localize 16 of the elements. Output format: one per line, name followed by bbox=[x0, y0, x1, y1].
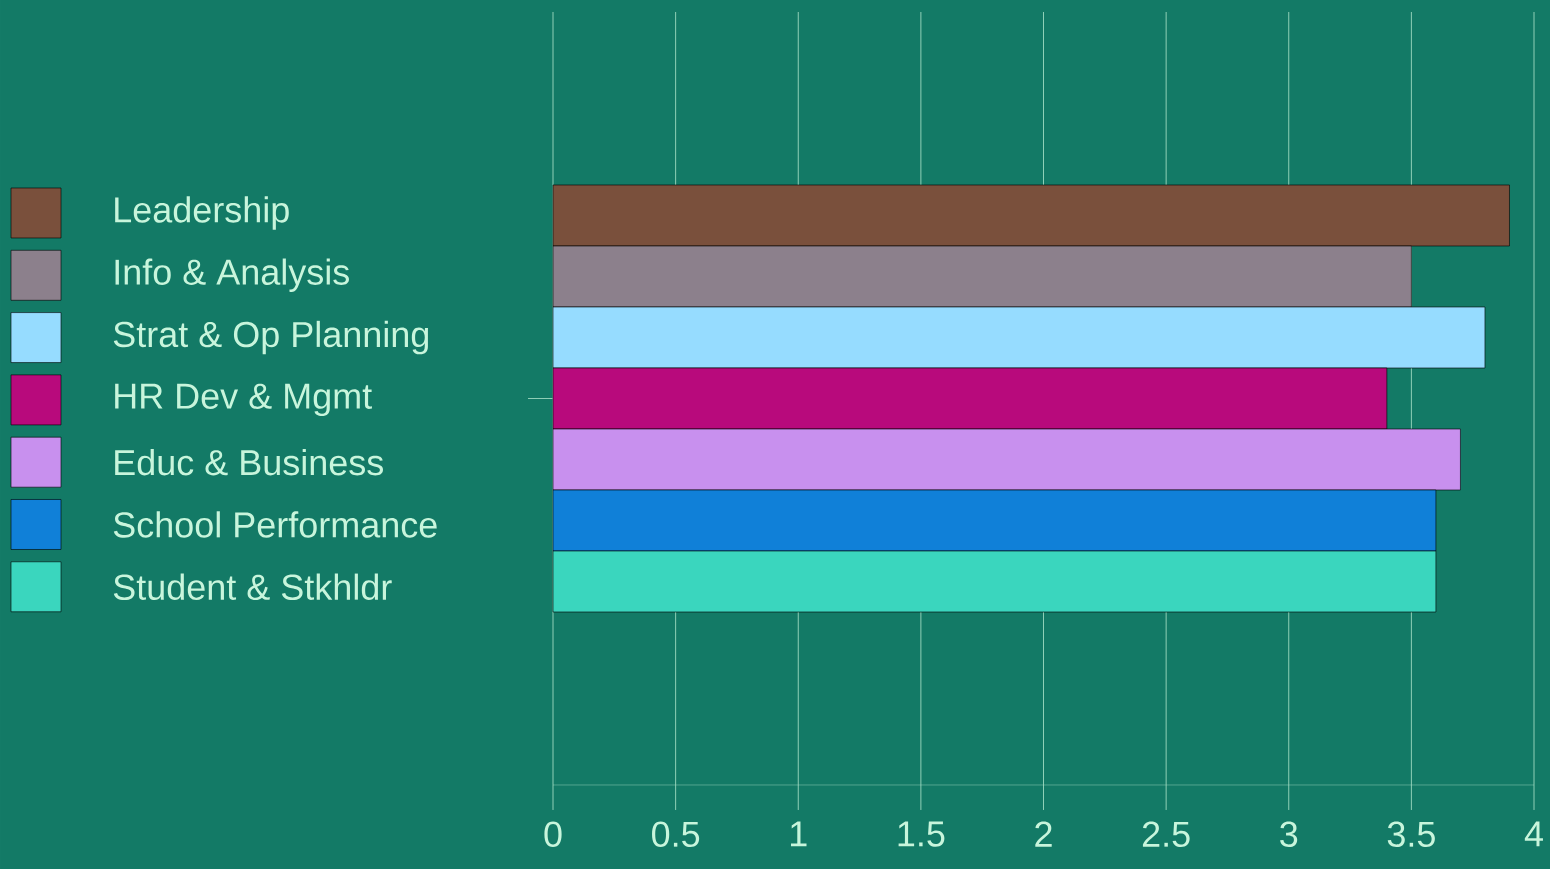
legend-label: School Performance bbox=[113, 511, 437, 538]
legend-label: HR Dev & Mgmt bbox=[115, 383, 372, 417]
x-tick-label: 2 bbox=[1035, 821, 1052, 847]
x-tick-label: 0.5 bbox=[652, 821, 700, 847]
legend-label: Educ & Business bbox=[115, 448, 383, 476]
legend-label: Info & Analysis bbox=[115, 258, 349, 293]
legend-label: Strat & Op Planning bbox=[113, 320, 429, 355]
x-tick-label: 4 bbox=[1524, 821, 1543, 847]
legend-label: Leadership bbox=[115, 196, 289, 230]
x-tick-label: 2.5 bbox=[1142, 821, 1190, 847]
x-tick-label: 1 bbox=[790, 821, 807, 847]
x-tick-label: 0 bbox=[544, 821, 562, 847]
x-tick-label: 3.5 bbox=[1387, 821, 1435, 847]
x-tick-label: 3 bbox=[1280, 821, 1298, 847]
legend-label: Student & Stkhldr bbox=[113, 573, 392, 600]
x-tick-label: 1.5 bbox=[898, 821, 945, 847]
